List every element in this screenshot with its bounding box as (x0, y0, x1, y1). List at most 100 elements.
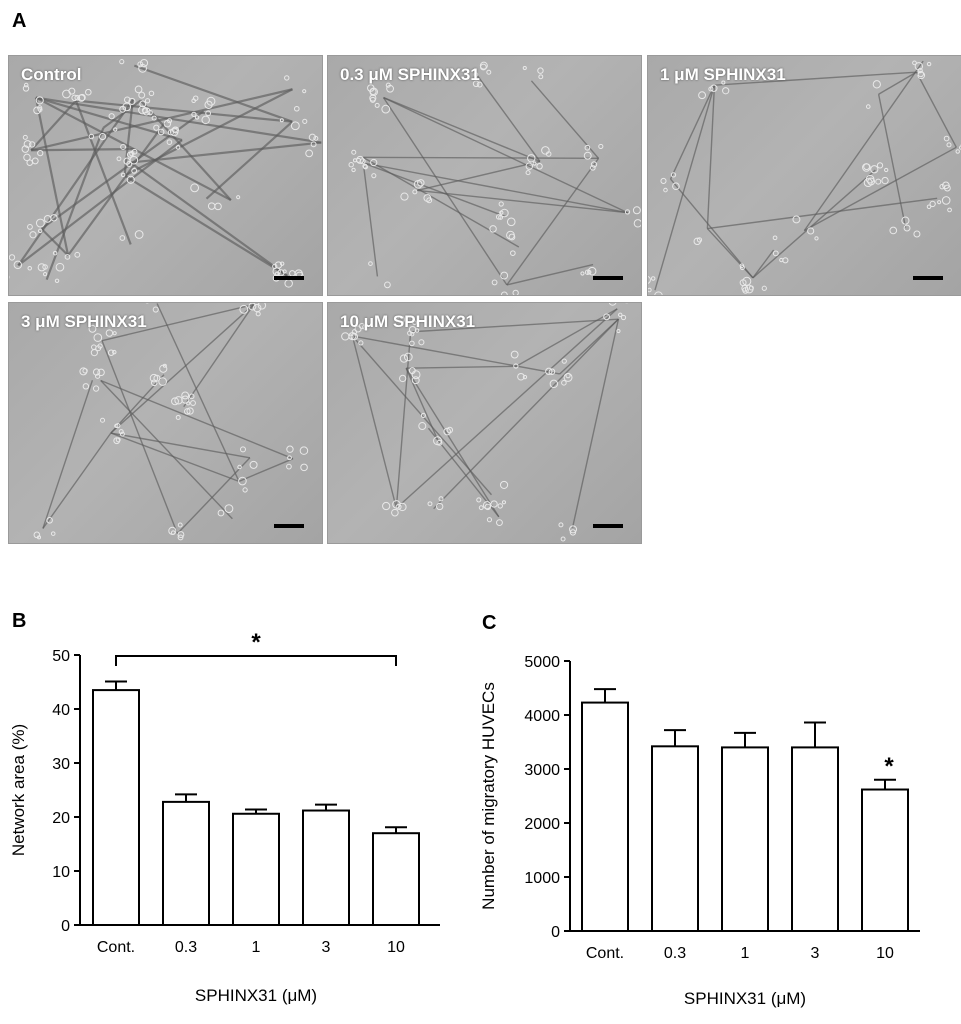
cell (632, 206, 641, 215)
cell (955, 149, 960, 154)
cell (814, 236, 819, 241)
cell (37, 228, 43, 234)
cell (348, 332, 357, 341)
cell (618, 312, 623, 318)
cell (201, 115, 210, 125)
cell-strand (405, 367, 439, 440)
cell (239, 446, 246, 453)
cell (386, 84, 394, 93)
cell (472, 80, 480, 88)
chart-network-area: 0 10 20 30 40 50 Network area (%) Cont. 0.3 1 3 10 S… (9, 629, 440, 1005)
cell (947, 207, 952, 213)
micrograph-control: Control (8, 55, 323, 296)
cell (548, 368, 556, 375)
bar (861, 788, 909, 932)
cell (293, 105, 300, 112)
cell (237, 464, 242, 470)
cell (937, 200, 942, 205)
cell (29, 231, 37, 239)
cell (138, 63, 147, 73)
bar (302, 809, 350, 927)
cell (903, 224, 911, 232)
cell (163, 119, 172, 128)
cell (476, 81, 483, 88)
cell-strand (34, 97, 70, 256)
cell (139, 100, 147, 108)
cell (398, 502, 407, 512)
cell-strand (176, 457, 251, 535)
cell (242, 487, 248, 493)
cell (341, 332, 350, 341)
cell (119, 235, 126, 241)
cell (914, 62, 924, 71)
cell (23, 153, 31, 162)
cell-strand (878, 71, 917, 95)
cell (912, 60, 917, 66)
cell (129, 150, 135, 157)
cell (355, 157, 362, 163)
cell (872, 80, 881, 89)
cell-strand (129, 161, 288, 277)
cell (50, 531, 56, 536)
cell (624, 209, 631, 215)
cell (870, 165, 879, 174)
cell (134, 85, 143, 94)
micrograph-label: Control (21, 65, 82, 84)
cell (167, 129, 174, 136)
y-axis-label: Number of migratory HUVECs (479, 682, 498, 910)
cell (569, 529, 577, 536)
cell (29, 141, 36, 148)
cell (74, 94, 81, 101)
cell (654, 291, 663, 295)
cell (525, 162, 534, 170)
cell (255, 311, 261, 317)
significance-bracket (115, 655, 397, 666)
cell (560, 536, 566, 542)
cell (498, 214, 504, 220)
cell (140, 58, 149, 68)
cell (486, 69, 492, 75)
cell (153, 124, 160, 131)
cell (506, 230, 515, 240)
cell-strand (110, 432, 240, 482)
cell (517, 372, 525, 381)
cell (929, 200, 936, 208)
x-tick-label: 1 (741, 945, 750, 962)
cell (792, 215, 801, 224)
cell (418, 422, 427, 431)
cell (863, 163, 870, 171)
cell (943, 135, 950, 142)
micrograph-0-3um: 0.3 μM SPHINX31 (327, 55, 642, 296)
cell (698, 91, 707, 100)
cell-strand (405, 367, 500, 518)
cell (82, 368, 88, 374)
y-tick-label: 50 (52, 648, 70, 665)
cell (522, 374, 528, 380)
cell (126, 160, 133, 167)
cell-strand (803, 146, 957, 232)
cell-strand (101, 303, 254, 342)
cell-strand (406, 365, 517, 369)
cell (23, 140, 32, 148)
scale-bar (274, 524, 304, 528)
cell-strand (40, 227, 69, 257)
x-tick-label: Cont. (97, 939, 135, 956)
cell (500, 271, 509, 280)
cell (782, 257, 789, 264)
cell (881, 176, 889, 185)
cell (926, 204, 932, 210)
cell-strand (706, 85, 716, 229)
cell-strand (42, 432, 112, 529)
cell-strand (124, 88, 293, 177)
cell (194, 115, 200, 120)
cell (409, 340, 415, 347)
cell-strand (156, 303, 240, 482)
cell (392, 500, 401, 509)
cell (876, 162, 884, 169)
cell (532, 161, 537, 166)
x-tick-label: 1 (252, 939, 261, 956)
x-tick-label: 3 (322, 939, 331, 956)
cell (35, 218, 45, 228)
cell (177, 531, 185, 539)
cell (941, 196, 951, 205)
